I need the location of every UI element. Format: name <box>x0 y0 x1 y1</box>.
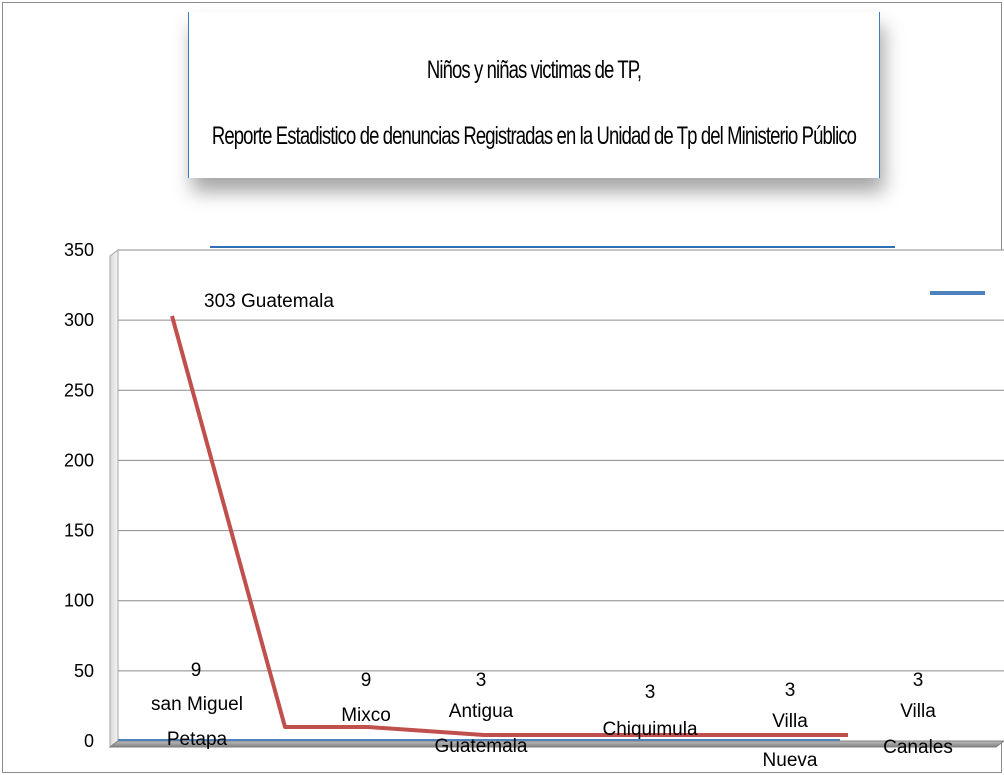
y-tick-label: 350 <box>64 240 94 260</box>
data-label-category: Petapa <box>167 729 228 750</box>
data-label-category: Guatemala <box>435 736 528 757</box>
y-tick-label: 200 <box>64 450 94 470</box>
y-tick-label: 0 <box>84 731 94 751</box>
data-label-category: Canales <box>883 737 953 758</box>
y-tick-label: 300 <box>64 310 94 330</box>
plot-floor <box>108 740 1004 748</box>
series-line <box>170 315 848 737</box>
plot-side-wall <box>109 249 119 748</box>
data-label-value: 3 <box>913 670 924 691</box>
data-label: 303 Guatemala <box>204 291 334 312</box>
data-label-value: 9 <box>361 670 372 691</box>
chart-title: Niños y niñas victimas de TP, <box>426 56 642 84</box>
data-label-category: Chiquimula <box>602 719 697 740</box>
data-label-category: Nueva <box>763 750 818 771</box>
y-tick-label: 50 <box>74 661 94 681</box>
data-label-value: 3 <box>476 670 487 691</box>
data-label-category: Villa <box>772 711 808 732</box>
data-label-value: 3 <box>645 682 656 703</box>
y-tick-label: 250 <box>64 380 94 400</box>
plot-back-wall <box>118 250 1004 741</box>
data-label-category: Antigua <box>449 701 514 722</box>
data-label-category: san Miguel <box>151 694 243 715</box>
data-label-category: Villa <box>900 701 936 722</box>
data-label-value: 3 <box>785 680 796 701</box>
chart-subtitle: Reporte Estadistico de denuncias Registr… <box>211 122 857 150</box>
y-tick-label: 150 <box>64 521 94 541</box>
data-label-category: Mixco <box>341 705 391 726</box>
title-box: Niños y niñas victimas de TP, Reporte Es… <box>188 12 880 178</box>
y-tick-label: 100 <box>64 591 94 611</box>
data-label-value: 9 <box>191 660 202 681</box>
